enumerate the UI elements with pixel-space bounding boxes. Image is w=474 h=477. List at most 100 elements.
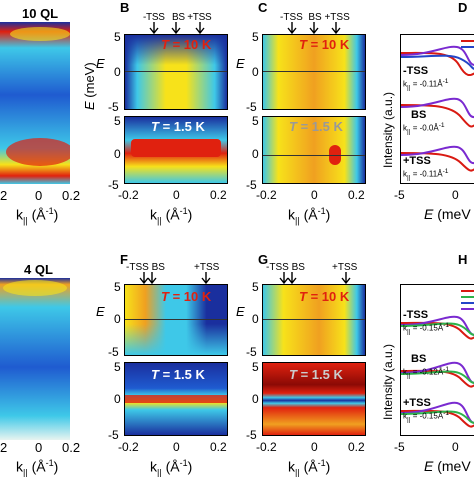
panel-c-top: T = 10 K [262, 34, 366, 110]
panel-a-top-tick: 0.2 [62, 188, 81, 203]
xtick-b: 0 [173, 188, 180, 202]
xlabel-f: k|| (Å-1) [150, 458, 193, 477]
ylabel-g: E [236, 304, 245, 319]
ylabel-h: Intensity (a.u.) [381, 343, 395, 420]
panel-c-bottom: T = 1.5 K [262, 116, 366, 184]
panel-label-c: C [258, 0, 268, 15]
h-k-2: k|| = -0.12Å-1 [403, 366, 450, 380]
xtick-b: 0.2 [210, 188, 227, 202]
xlabel-g: k|| (Å-1) [288, 458, 331, 477]
arrows-b [149, 22, 205, 34]
ytick-g: 0 [252, 312, 259, 326]
temp-label-g-top: T = 10 K [299, 289, 350, 304]
xtick-h: -5 [394, 440, 405, 454]
ytick-f: 0 [114, 392, 121, 406]
xtick-f: 0 [173, 440, 180, 454]
xtick-g: 0 [311, 440, 318, 454]
temp-label-f-top: T = 10 K [161, 289, 212, 304]
xlabel-d: E (meV [424, 206, 471, 222]
panel-a-bottom-tick: 2 [0, 440, 8, 455]
panel-f-bottom: T = 1.5 K [124, 362, 228, 436]
ytick-f: -5 [108, 345, 119, 359]
panel-b-bottom: T = 1.5 K [124, 116, 228, 184]
d-label-tss-plus: +TSS [403, 155, 431, 167]
panel-d-plot: -TSS k|| = -0.11Å-1 BS k|| = -0.0Å-1 +TS… [400, 34, 474, 184]
panel-a-bottom-tick: 0 [35, 440, 43, 455]
ytick-g: 0 [252, 392, 259, 406]
xtick-d: 0 [452, 188, 459, 202]
panel-a-bottom-tick: 0.2 [62, 440, 81, 455]
h-label-tss-minus: -TSS [403, 309, 429, 321]
xtick-c: 0.2 [348, 188, 365, 202]
arrow-label-f: -TSS BS [126, 262, 165, 273]
ytick-g: 5 [252, 360, 259, 374]
ytick-b: 0 [114, 65, 121, 79]
ytick-b: -5 [108, 100, 119, 114]
panel-a-top-tick: 0 [35, 188, 43, 203]
panel-g-top: T = 10 K [262, 284, 366, 356]
arpes-map-10ql [0, 22, 74, 184]
arrow-label-c: -TSS BS +TSS [280, 12, 350, 23]
d-label-bs: BS [411, 109, 427, 121]
xtick-c: 0 [311, 188, 318, 202]
panel-a-top-title: 10 QL [22, 6, 59, 21]
panel-label-f: F [120, 252, 128, 267]
ylabel-c: E [236, 56, 245, 71]
temp-label-b-bottom: T = 1.5 K [151, 119, 205, 134]
ytick-g: -5 [246, 345, 257, 359]
d-k-1: k|| = -0.11Å-1 [403, 78, 449, 92]
ytick-c: -5 [246, 178, 257, 192]
panel-a-top-xlabel: k|| (Å-1) [16, 206, 59, 226]
d-k-3: k|| = -0.11Å-1 [403, 168, 449, 182]
ytick-b: 0 [114, 147, 121, 161]
temp-label-c-top: T = 10 K [299, 37, 350, 52]
ylabel-d: Intensity (a.u.) [381, 91, 395, 168]
ytick-f: 5 [114, 280, 121, 294]
xtick-h: 0 [452, 440, 459, 454]
panel-a-top [0, 22, 74, 184]
ylabel-b-upper: E [96, 56, 105, 71]
xtick-g: -0.2 [256, 440, 277, 454]
arrows-c [287, 22, 341, 34]
ytick-b: 5 [114, 30, 121, 44]
ytick-c: 0 [252, 147, 259, 161]
xtick-b: -0.2 [118, 188, 139, 202]
panel-h-plot: -TSS k|| = -0.15Å-1 BS k|| = -0.12Å-1 +T… [400, 284, 474, 436]
panel-b-top: T = 10 K [124, 34, 228, 110]
panel-g-bottom: T = 1.5 K [262, 362, 366, 436]
panel-a-top-tick: 2 [0, 188, 8, 203]
d-label-tss-minus: -TSS [403, 65, 429, 77]
panel-label-d: D [458, 0, 468, 15]
xlabel-b: k|| (Å-1) [150, 206, 193, 226]
h-label-tss-plus: +TSS [403, 397, 431, 409]
arrows-g [279, 272, 351, 284]
panel-label-h: H [458, 252, 468, 267]
ytick-b: 5 [114, 114, 121, 128]
xtick-g: 0.2 [348, 440, 365, 454]
panel-a-bottom [0, 278, 70, 440]
xtick-f: -0.2 [118, 440, 139, 454]
temp-label-c-bottom: T = 1.5 K [289, 119, 343, 134]
xlabel-c: k|| (Å-1) [288, 206, 331, 226]
arrow-label-g: -TSS BS [266, 262, 305, 273]
xtick-f: 0.2 [210, 440, 227, 454]
panel-a-bottom-xlabel: k|| (Å-1) [16, 458, 59, 477]
arrow-label-f-plus: +TSS [194, 262, 220, 273]
xtick-c: -0.2 [256, 188, 277, 202]
temp-label-g-bottom: T = 1.5 K [289, 367, 343, 382]
ytick-f: 0 [114, 312, 121, 326]
spectra-d [400, 40, 474, 172]
temp-label-f-bottom: T = 1.5 K [151, 367, 205, 382]
ytick-c: -5 [246, 100, 257, 114]
d-k-2: k|| = -0.0Å-1 [403, 122, 445, 136]
h-k-3: k|| = -0.15Å-1 [403, 410, 450, 424]
panel-a-bottom-title: 4 QL [24, 262, 53, 277]
ytick-b: -5 [108, 178, 119, 192]
ytick-g: -5 [246, 428, 257, 442]
ytick-g: 5 [252, 280, 259, 294]
arpes-map-4ql [0, 278, 70, 440]
panel-f-top: T = 10 K [124, 284, 228, 356]
arrow-label-g-plus: +TSS [332, 262, 358, 273]
temp-label-b-top: T = 10 K [161, 37, 212, 52]
xtick-d: -5 [394, 188, 405, 202]
